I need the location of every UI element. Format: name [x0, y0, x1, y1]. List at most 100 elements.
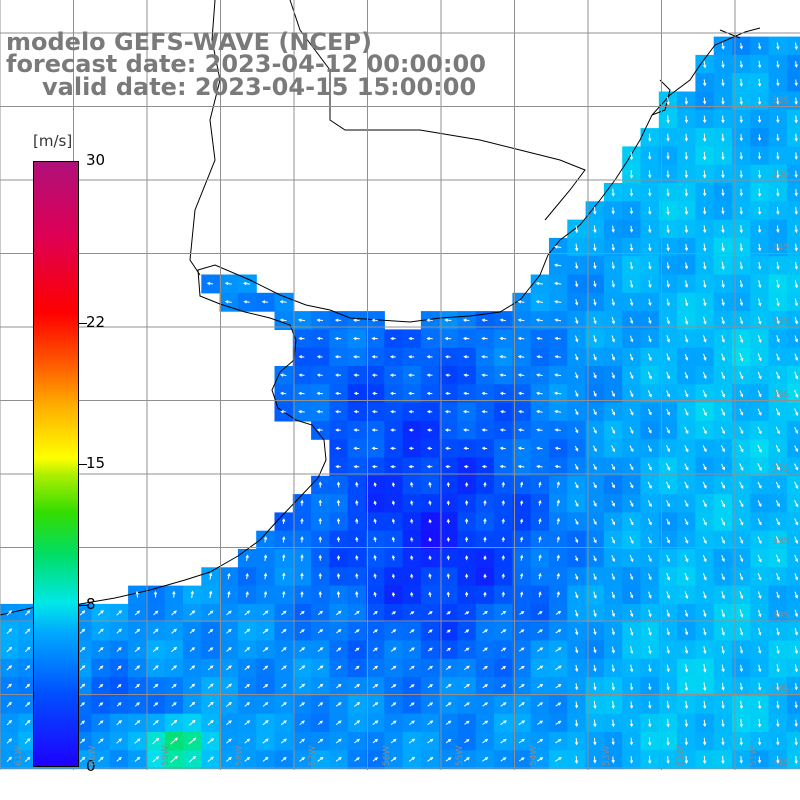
wind-arrow	[739, 518, 744, 526]
wind-arrow	[794, 133, 798, 142]
wind-arrow	[24, 756, 31, 762]
wind-arrow	[666, 225, 670, 234]
wind-arrow	[172, 590, 176, 598]
wind-arrow	[648, 188, 652, 197]
wind-arrow	[739, 573, 744, 581]
wind-arrow	[336, 499, 341, 506]
wind-arrow	[464, 629, 470, 634]
wind-arrow	[537, 647, 544, 652]
wind-arrow	[666, 682, 670, 691]
wind-arrow	[390, 355, 396, 359]
wind-arrow	[152, 646, 159, 653]
wind-arrow	[389, 373, 397, 377]
wind-arrow	[390, 738, 397, 744]
wind-arrow	[611, 207, 615, 215]
wind-arrow	[553, 391, 562, 395]
wind-arrow	[499, 410, 506, 414]
wind-arrow	[336, 517, 341, 525]
wind-arrow	[629, 207, 634, 215]
wind-arrow	[647, 390, 652, 398]
wind-arrow	[464, 611, 470, 615]
wind-arrow	[593, 591, 597, 599]
wind-arrow	[244, 683, 251, 689]
wind-arrow	[593, 500, 597, 507]
wind-arrow	[684, 700, 689, 710]
wind-arrow	[666, 719, 670, 728]
wind-arrow	[373, 500, 377, 506]
wind-arrow	[500, 666, 507, 670]
wind-arrow	[648, 280, 652, 289]
wind-arrow	[189, 665, 196, 671]
wind-arrow	[684, 316, 689, 325]
wind-arrow	[757, 737, 762, 746]
wind-arrow	[757, 700, 762, 710]
wind-arrow	[556, 499, 560, 507]
wind-arrow	[648, 133, 652, 142]
wind-arrow	[720, 445, 725, 453]
wind-arrow	[353, 428, 360, 432]
wind-arrow	[739, 444, 744, 453]
wind-arrow	[6, 646, 13, 653]
wind-arrow	[520, 591, 524, 598]
wind-arrow	[574, 427, 579, 434]
wind-arrow	[684, 646, 689, 655]
wind-arrow	[317, 738, 324, 744]
wind-arrow	[611, 390, 615, 398]
wind-arrow	[134, 628, 141, 634]
wind-arrow	[629, 591, 634, 599]
lon-label: 58W	[234, 745, 245, 766]
wind-arrow	[98, 647, 104, 652]
wind-arrow	[428, 555, 432, 561]
wind-arrow	[666, 243, 670, 252]
wind-arrow	[335, 683, 342, 689]
wind-arrow	[611, 555, 615, 563]
wind-arrow	[629, 737, 634, 746]
wind-arrow	[684, 298, 689, 307]
wind-arrow	[279, 373, 287, 377]
wind-arrow	[445, 757, 452, 762]
wind-arrow	[426, 318, 433, 322]
wind-arrow	[24, 610, 31, 616]
wind-arrow	[684, 664, 689, 673]
wind-arrow	[794, 463, 799, 471]
wind-arrow	[721, 133, 725, 142]
wind-arrow	[666, 170, 670, 179]
wind-arrow	[721, 115, 725, 124]
wind-arrow	[739, 700, 744, 710]
wind-arrow	[354, 757, 360, 762]
wind-arrow	[280, 720, 287, 726]
wind-arrow	[354, 683, 361, 689]
wind-arrow	[519, 518, 524, 524]
wind-arrow	[227, 590, 231, 598]
wind-arrow	[757, 60, 762, 69]
wind-arrow	[263, 590, 268, 598]
wind-arrow	[354, 610, 360, 616]
wind-arrow	[426, 336, 433, 341]
wind-arrow	[629, 463, 634, 471]
wind-arrow	[299, 683, 306, 689]
wind-arrow	[666, 755, 670, 764]
wind-arrow	[334, 318, 342, 322]
wind-arrow	[354, 665, 360, 670]
wind-arrow	[371, 355, 378, 359]
wind-arrow	[666, 188, 670, 197]
wind-arrow	[499, 446, 506, 450]
wind-arrow	[593, 353, 597, 361]
wind-arrow	[574, 591, 579, 599]
wind-arrow	[775, 444, 780, 453]
wind-arrow	[517, 464, 525, 469]
wind-arrow	[794, 737, 798, 746]
wind-arrow	[684, 536, 689, 544]
wind-arrow	[629, 518, 634, 526]
wind-arrow	[555, 684, 562, 689]
wind-arrow	[517, 373, 525, 377]
wind-arrow	[757, 719, 762, 728]
wind-arrow	[684, 390, 689, 398]
wind-arrow	[518, 683, 525, 689]
wind-arrow	[410, 500, 414, 506]
wind-arrow	[721, 682, 725, 691]
wind-arrow	[776, 225, 780, 233]
wind-arrow	[721, 42, 725, 50]
wind-arrow	[390, 336, 396, 341]
